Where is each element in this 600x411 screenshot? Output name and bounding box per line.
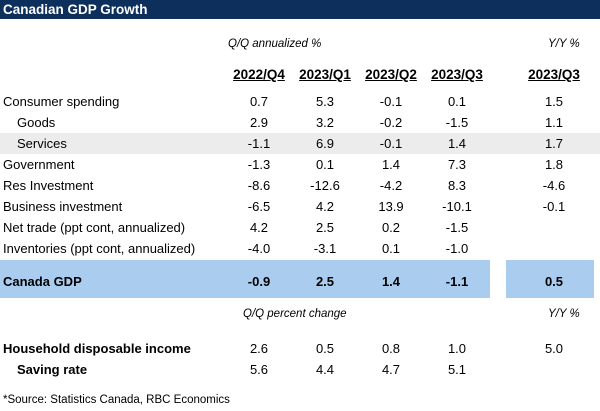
table-row: Business investment -6.5 4.2 13.9 -10.1 … xyxy=(0,196,600,217)
cell: -1.3 xyxy=(247,157,271,172)
cell: -1.5 xyxy=(445,115,469,130)
column-header-row: 2022/Q4 2023/Q1 2023/Q2 2023/Q3 2023/Q3 xyxy=(0,64,600,85)
table-row: Household disposable income 2.6 0.5 0.8 … xyxy=(0,338,600,359)
cell: 2.5 xyxy=(315,220,335,235)
cell-yy: 1.5 xyxy=(544,94,564,109)
cell: 1.4 xyxy=(447,136,467,151)
table-row: Res Investment -8.6 -12.6 -4.2 8.3 -4.6 xyxy=(0,175,600,196)
cell: -1.5 xyxy=(445,220,469,235)
column-header-yy: 2023/Q3 xyxy=(528,67,580,82)
cell: -0.1 xyxy=(379,136,403,151)
cell: -8.6 xyxy=(247,178,271,193)
total-cell: 2.5 xyxy=(315,274,335,289)
cell: 5.6 xyxy=(249,362,269,377)
cell-yy: 1.1 xyxy=(544,115,564,130)
cell: 4.7 xyxy=(381,362,401,377)
row-label: Business investment xyxy=(3,199,123,214)
cell-yy: 5.0 xyxy=(544,341,564,356)
cell: 4.2 xyxy=(315,199,335,214)
cell: 3.2 xyxy=(315,115,335,130)
cell: -12.6 xyxy=(310,178,340,193)
total-cell: 1.4 xyxy=(381,274,401,289)
cell: 0.7 xyxy=(249,94,269,109)
cell: -4.2 xyxy=(379,178,403,193)
total-label: Canada GDP xyxy=(3,274,82,289)
cell: 4.4 xyxy=(315,362,335,377)
cell: -6.5 xyxy=(247,199,271,214)
row-label: Net trade (ppt cont, annualized) xyxy=(3,220,186,235)
cell: 1.0 xyxy=(447,341,467,356)
table-row: Inventories (ppt cont, annualized) -4.0 … xyxy=(0,238,600,259)
table-row: Services -1.1 6.9 -0.1 1.4 1.7 xyxy=(0,133,600,154)
gdp-highlight-band xyxy=(0,260,490,298)
cell: 0.1 xyxy=(315,157,335,172)
cell: 5.1 xyxy=(447,362,467,377)
cell: -0.2 xyxy=(379,115,403,130)
column-header: 2023/Q1 xyxy=(299,67,351,82)
table-row: Government -1.3 0.1 1.4 7.3 1.8 xyxy=(0,154,600,175)
cell: 13.9 xyxy=(378,199,404,214)
cell: -10.1 xyxy=(442,199,472,214)
cell: 5.3 xyxy=(315,94,335,109)
cell: 0.1 xyxy=(381,241,401,256)
row-label: Inventories (ppt cont, annualized) xyxy=(3,241,196,256)
cell: 4.2 xyxy=(249,220,269,235)
row-label: Consumer spending xyxy=(3,94,120,109)
total-row: Canada GDP -0.9 2.5 1.4 -1.1 0.5 xyxy=(0,271,600,292)
cell: 2.9 xyxy=(249,115,269,130)
cell: -3.1 xyxy=(313,241,337,256)
row-label: Goods xyxy=(17,115,56,130)
cell-yy: 1.8 xyxy=(544,157,564,172)
table-row: Net trade (ppt cont, annualized) 4.2 2.5… xyxy=(0,217,600,238)
row-label: Saving rate xyxy=(17,362,88,377)
cell: -0.1 xyxy=(379,94,403,109)
source-note: *Source: Statistics Canada, RBC Economic… xyxy=(3,394,230,406)
cell: 8.3 xyxy=(447,178,467,193)
cell-yy: -4.6 xyxy=(542,178,566,193)
cell: 2.6 xyxy=(249,341,269,356)
qq-annualized-label: Q/Q annualized % xyxy=(228,38,322,50)
qq-percent-change-label: Q/Q percent change xyxy=(243,308,347,320)
cell: 0.2 xyxy=(381,220,401,235)
total-cell-yy: 0.5 xyxy=(544,274,564,289)
table-row: Goods 2.9 3.2 -0.2 -1.5 1.1 xyxy=(0,112,600,133)
cell-yy: 1.7 xyxy=(544,136,564,151)
table-row: Saving rate 5.6 4.4 4.7 5.1 xyxy=(0,359,600,380)
row-label: Household disposable income xyxy=(3,341,191,356)
cell: 7.3 xyxy=(447,157,467,172)
cell: -1.1 xyxy=(247,136,271,151)
column-header: 2023/Q3 xyxy=(431,67,483,82)
cell: -4.0 xyxy=(247,241,271,256)
cell: 0.5 xyxy=(315,341,335,356)
column-header: 2022/Q4 xyxy=(233,67,285,82)
services-row-band xyxy=(0,133,600,154)
column-header: 2023/Q2 xyxy=(365,67,417,82)
cell: 0.1 xyxy=(447,94,467,109)
row-label: Res Investment xyxy=(3,178,94,193)
yy-label: Y/Y % xyxy=(548,38,580,50)
cell-yy: -0.1 xyxy=(542,199,566,214)
total-cell: -0.9 xyxy=(247,274,271,289)
cell: 1.4 xyxy=(381,157,401,172)
yy-label-2: Y/Y % xyxy=(548,308,580,320)
total-cell: -1.1 xyxy=(445,274,469,289)
cell: -1.0 xyxy=(445,241,469,256)
row-label: Services xyxy=(17,136,67,151)
cell: 6.9 xyxy=(315,136,335,151)
gdp-yy-highlight-band xyxy=(506,260,594,298)
table-title: Canadian GDP Growth xyxy=(0,0,600,19)
cell: 0.8 xyxy=(381,341,401,356)
row-label: Government xyxy=(3,157,75,172)
table-row: Consumer spending 0.7 5.3 -0.1 0.1 1.5 xyxy=(0,91,600,112)
